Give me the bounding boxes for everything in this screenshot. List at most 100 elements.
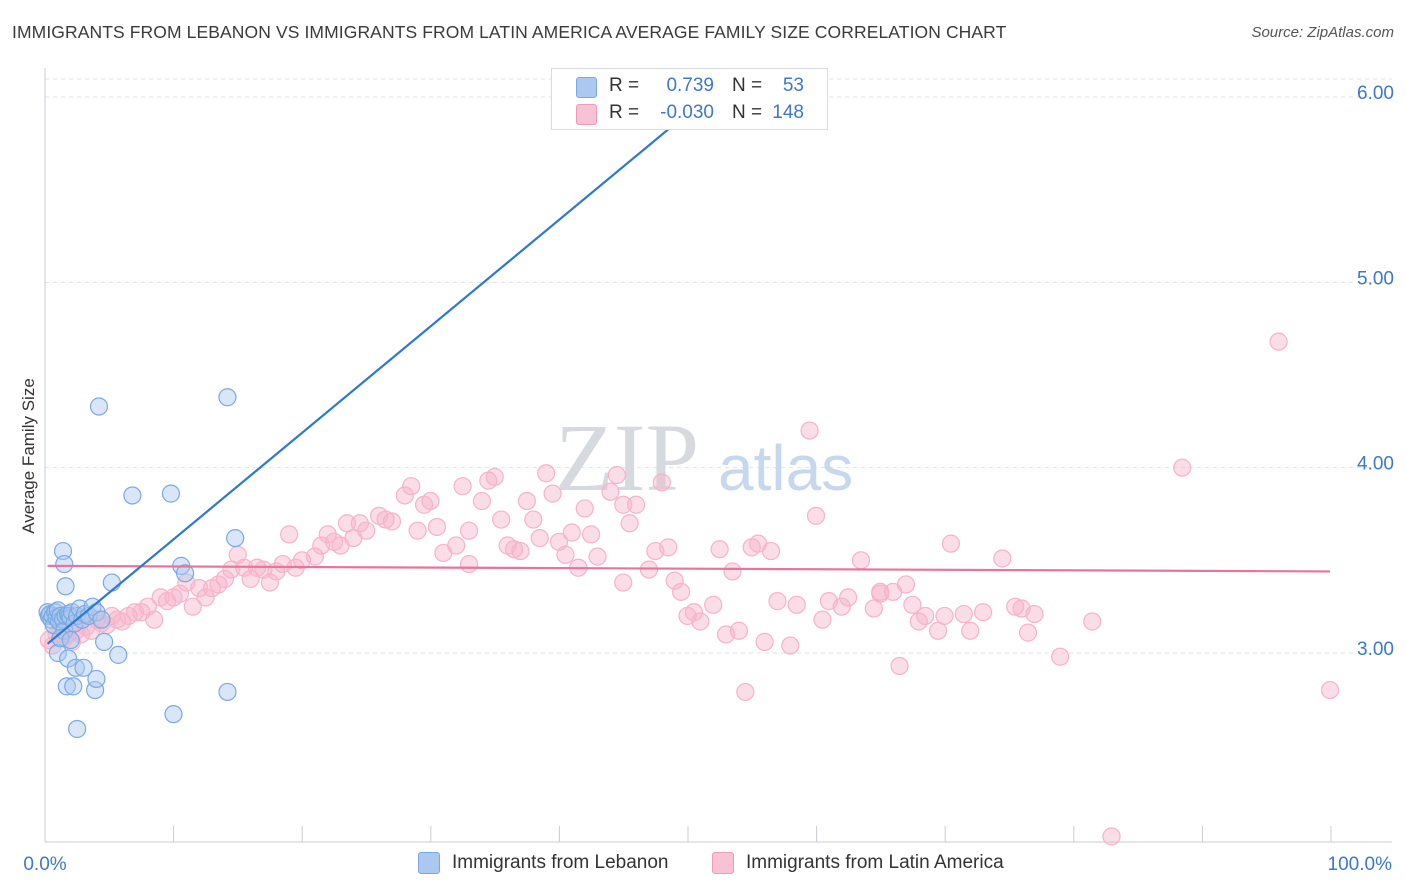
point-latin-america [601,482,620,501]
point-latin-america [459,521,479,540]
point-latin-america [671,582,691,601]
point-lebanon [89,397,109,416]
point-lebanon [74,658,93,677]
stats-swatch-blue [576,77,597,98]
point-latin-america [961,621,980,640]
point-lebanon [59,649,78,668]
point-latin-america [504,540,524,559]
point-latin-america [183,597,202,616]
tick-labels: 3.00 4.00 5.00 6.00 0.0% 100.0% [23,83,1394,875]
point-latin-america [896,575,916,594]
point-lebanon [55,554,74,574]
point-lebanon [66,658,85,677]
point-lebanon [68,719,87,739]
point-latin-america [427,517,447,537]
source-label: Source: ZipAtlas.com [1251,24,1394,41]
point-lebanon [161,484,181,503]
watermark-atlas: atlas [718,432,853,504]
point-lebanon [218,682,237,702]
point-latin-america [588,547,607,566]
point-latin-america [492,510,511,529]
point-latin-america [402,477,421,496]
point-latin-america [145,610,164,629]
point-latin-america [280,525,299,544]
stats-n-value: 53 [782,75,804,96]
point-latin-america [447,536,466,555]
point-latin-america [1269,332,1288,351]
point-lebanon [226,528,245,548]
stats-r-value: 0.739 [666,75,714,96]
point-latin-america [871,584,890,603]
legend-label-lebanon: Immigrants from Lebanon [452,852,669,873]
point-latin-america [761,541,781,561]
point-latin-america [408,521,427,540]
point-latin-america [537,464,556,483]
point-latin-america [562,523,581,542]
y-tick-label: 6.00 [1357,83,1394,104]
point-lebanon [218,388,237,407]
point-latin-america [543,484,562,503]
legend-swatch-pink [712,852,734,874]
y-tick-label: 5.00 [1357,268,1394,289]
stats-n-value: 148 [772,102,804,123]
point-latin-america [973,603,993,622]
point-latin-america [723,562,742,581]
point-latin-america [851,551,871,570]
point-latin-america [684,603,704,622]
point-latin-america [954,604,973,624]
trend-line-latin-america [47,564,1331,573]
point-lebanon [109,645,128,664]
point-latin-america [903,595,922,614]
point-latin-america [614,495,633,514]
point-latin-america [935,606,954,626]
point-latin-america [305,547,324,566]
point-latin-america [736,682,755,702]
point-lebanon [92,610,111,629]
point-latin-america [1018,623,1038,642]
legend-item-latin-america: Immigrants from Latin America [712,852,1004,874]
point-latin-america [170,584,190,603]
point-latin-america [729,621,749,640]
legend-label-latin-america: Immigrants from Latin America [746,852,1004,873]
stats-r-label: R = [609,102,640,123]
point-lebanon [123,486,142,505]
point-latin-america [916,606,935,626]
point-latin-america [459,554,479,574]
point-latin-america [260,573,279,592]
point-latin-america [652,473,671,492]
watermark: ZIP atlas [555,404,853,511]
y-tick-label: 4.00 [1357,454,1394,475]
point-latin-america [941,534,961,553]
point-lebanon [61,630,80,650]
point-latin-america [215,569,234,588]
point-latin-america [704,595,723,614]
point-latin-america [665,571,684,590]
point-latin-america [1083,612,1102,631]
axes [44,68,1392,843]
point-latin-america [524,510,543,529]
x-tick-label-min: 0.0% [23,854,66,875]
point-lebanon [57,677,76,696]
point-latin-america [530,528,549,548]
y-tick-label: 3.00 [1357,639,1394,660]
point-latin-america [832,597,851,616]
point-latin-america [190,579,209,598]
point-latin-america [710,540,729,559]
point-lebanon [175,564,195,583]
point-latin-america [890,656,909,676]
point-latin-america [421,491,440,511]
point-lebanon [53,541,73,561]
point-lebanon [48,643,67,663]
point-latin-america [1173,458,1192,477]
legend-item-lebanon: Immigrants from Lebanon [418,852,669,874]
point-lebanon [56,577,75,596]
series-lebanon-points [38,388,245,739]
chart-legend: Immigrants from Lebanon Immigrants from … [0,852,1406,878]
stats-r-label: R = [609,75,640,96]
point-latin-america [382,512,402,531]
trend-lines [46,114,1331,645]
point-latin-america [350,514,369,533]
point-latin-america [691,612,710,631]
stats-swatch-pink [576,104,597,125]
point-latin-america [755,632,774,651]
